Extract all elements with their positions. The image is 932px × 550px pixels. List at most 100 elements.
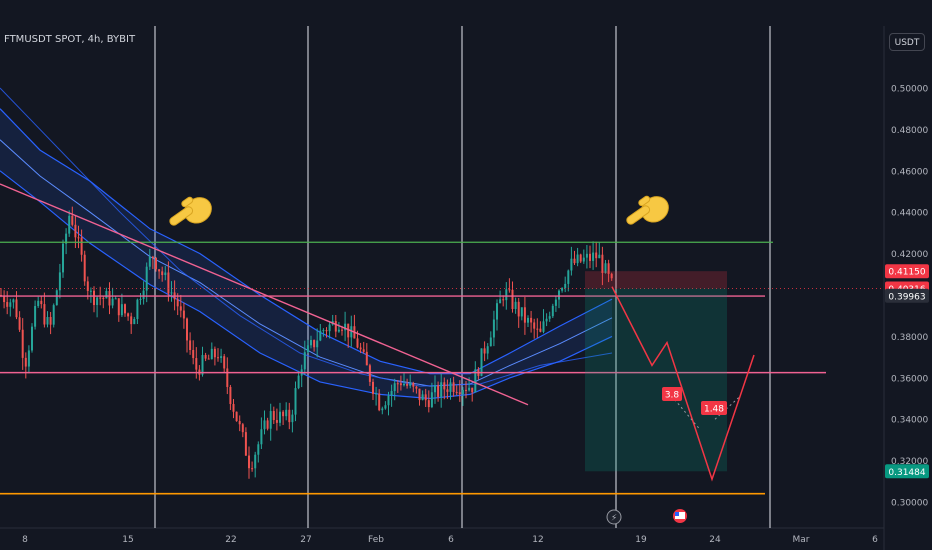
candle-body xyxy=(480,348,483,376)
price-axis[interactable]: 0.500000.480000.460000.440000.420000.400… xyxy=(885,85,929,509)
flag-icon-canton xyxy=(675,512,679,516)
candle-body xyxy=(204,354,207,359)
candle-body xyxy=(111,298,114,306)
candle-body xyxy=(592,252,595,261)
flag-icon-inner xyxy=(675,512,685,519)
candle-body xyxy=(403,383,405,386)
hand-thumb xyxy=(638,195,651,207)
candle-body xyxy=(142,290,145,299)
candle-body xyxy=(511,289,514,310)
candle-body xyxy=(362,349,365,352)
candle-body xyxy=(548,316,551,319)
price-label: 0.39963 xyxy=(888,292,925,302)
candle-body xyxy=(279,411,281,423)
candle-body xyxy=(365,351,368,366)
candle-body xyxy=(558,290,560,300)
candle-body xyxy=(443,382,446,390)
candle-body xyxy=(186,318,188,341)
candle-body xyxy=(9,302,12,307)
projection-path xyxy=(611,286,755,482)
candle-body xyxy=(412,383,415,387)
candle-body xyxy=(545,318,548,322)
price-tick: 0.30000 xyxy=(891,499,928,509)
price-tick: 0.42000 xyxy=(891,250,928,260)
candle-body xyxy=(21,329,24,358)
candle-body xyxy=(155,258,157,270)
candle-body xyxy=(43,304,46,325)
fib-dotted xyxy=(714,396,741,420)
candle-body xyxy=(564,283,567,289)
candle-body xyxy=(235,411,238,422)
candle-body xyxy=(440,382,443,397)
candle-body xyxy=(514,301,517,310)
candle-body xyxy=(561,288,564,291)
time-tick: 27 xyxy=(300,535,311,545)
candle-body xyxy=(589,253,591,261)
candle-body xyxy=(145,266,148,291)
candle-body xyxy=(567,270,570,284)
candle-body xyxy=(474,369,477,393)
candle-body xyxy=(96,297,99,306)
candle-body xyxy=(58,272,61,291)
candle-body xyxy=(396,383,399,385)
projection-label-box xyxy=(701,401,727,415)
candle-body xyxy=(49,316,52,325)
time-axis[interactable]: 8 15 22 27 Feb 6 12 19 24 Mar 6 ⚡ xyxy=(22,509,878,545)
time-tick: 6 xyxy=(448,535,454,545)
candle-body xyxy=(347,323,350,338)
candle-body xyxy=(381,408,384,411)
candle-body xyxy=(210,348,213,360)
projection-label: 3.8 xyxy=(665,391,680,401)
candle-body xyxy=(192,350,195,359)
candle-body xyxy=(499,299,502,304)
candle-body xyxy=(585,253,588,258)
candle-body xyxy=(350,326,353,338)
candle-body xyxy=(461,389,464,395)
candle-body xyxy=(229,386,232,405)
candle-body xyxy=(15,299,18,318)
candle-body xyxy=(108,291,111,306)
candle-body xyxy=(452,382,455,392)
candle-body xyxy=(573,258,576,264)
target-zone xyxy=(585,288,727,472)
candle-body xyxy=(46,316,49,325)
candle-body xyxy=(368,365,371,382)
candle-body xyxy=(344,323,347,331)
candle-body xyxy=(275,420,278,423)
candle-body xyxy=(418,388,421,401)
price-tick: 0.50000 xyxy=(891,85,928,95)
candle-body xyxy=(489,337,492,347)
candle-body xyxy=(217,357,219,359)
candle-body xyxy=(27,350,30,367)
candle-body xyxy=(505,289,508,301)
time-tick: 15 xyxy=(122,535,133,545)
candle-body xyxy=(471,387,474,393)
candle-body xyxy=(189,340,192,351)
trendline xyxy=(0,183,529,406)
candle-body xyxy=(99,297,102,299)
annotations xyxy=(169,195,669,226)
candle-body xyxy=(55,290,58,306)
price-label-box xyxy=(885,288,929,303)
time-tick: 8 xyxy=(22,535,28,545)
time-tick: Feb xyxy=(368,535,384,545)
candle-body xyxy=(52,305,55,325)
candle-body xyxy=(539,328,542,332)
candle-body xyxy=(595,252,598,259)
price-tick: 0.32000 xyxy=(891,457,928,467)
time-tick: 24 xyxy=(709,535,721,545)
candle-body xyxy=(294,388,297,415)
candle-body xyxy=(409,383,412,386)
time-tick: 22 xyxy=(225,535,236,545)
candle-body xyxy=(182,310,185,319)
currency-button[interactable]: USDT xyxy=(889,33,925,51)
hand-finger xyxy=(169,206,194,226)
candle-body xyxy=(238,421,241,425)
candle-body xyxy=(62,243,64,273)
time-tick: 12 xyxy=(532,535,543,545)
candle-body xyxy=(201,354,204,375)
projection-label-box xyxy=(662,387,682,401)
candle-body xyxy=(554,299,557,306)
candle-body xyxy=(372,381,374,394)
